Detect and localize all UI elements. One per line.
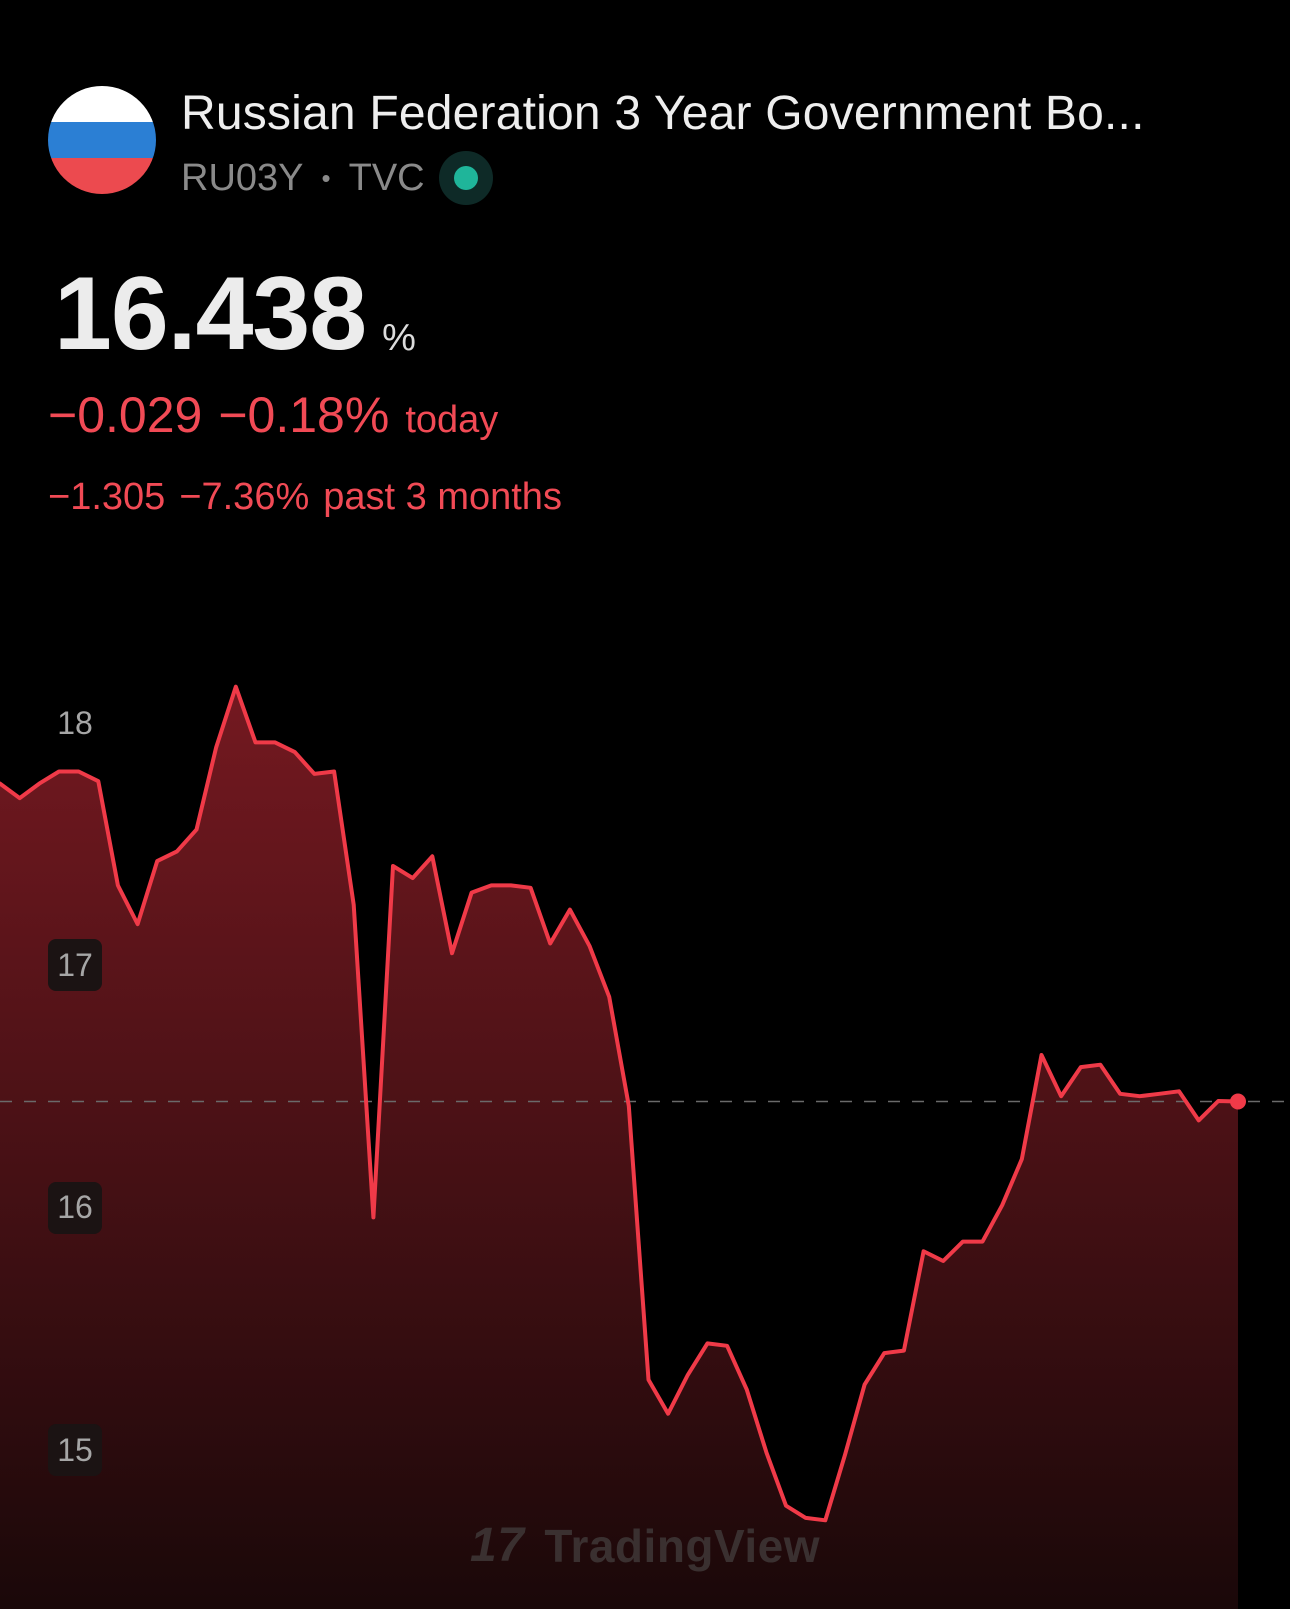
chart-series-line (0, 684, 1240, 1523)
exchange-label: TVC (348, 156, 425, 199)
tradingview-logo-icon: 17 (470, 1519, 525, 1572)
instrument-title[interactable]: Russian Federation 3 Year Government Bo.… (181, 87, 1145, 140)
y-tick-label-17: 17 (48, 939, 102, 992)
change-period: −1.305 −7.36% past 3 months (48, 476, 576, 519)
russia-flag-icon (48, 86, 156, 194)
market-open-dot (453, 166, 478, 190)
y-tick-label-15: 15 (48, 1424, 102, 1476)
change-today-percent: −0.18% (218, 387, 390, 443)
y-tick-label-16: 16 (48, 1181, 102, 1234)
flag-stripe-white (48, 86, 156, 122)
symbol-label: RU03Y (181, 156, 304, 199)
flag-stripe-blue (48, 122, 156, 158)
separator-dot: • (321, 162, 331, 193)
price-chart[interactable] (0, 660, 1290, 1609)
change-period-percent: −7.36% (179, 476, 310, 518)
tradingview-watermark: 17 TradingView (470, 1518, 820, 1573)
change-today: −0.029 −0.18% today (48, 386, 498, 444)
current-price-marker[interactable] (1230, 1093, 1246, 1110)
market-open-icon[interactable] (438, 151, 493, 205)
instrument-subline: RU03Y • TVC (181, 151, 493, 205)
period-label: past 3 months (323, 476, 562, 518)
price-block: 16.438 % (54, 262, 416, 366)
last-price: 16.438 (54, 256, 367, 372)
instrument-header: Russian Federation 3 Year Government Bo.… (48, 86, 1278, 205)
change-today-value: −0.029 (48, 387, 203, 443)
today-label: today (405, 399, 499, 441)
y-tick-label-18: 18 (57, 704, 93, 741)
watermark-text: TradingView (544, 1519, 821, 1572)
price-unit: % (382, 317, 416, 359)
flag-stripe-red (48, 158, 156, 194)
chart-area-fill (0, 686, 1238, 1609)
change-period-value: −1.305 (48, 476, 166, 518)
